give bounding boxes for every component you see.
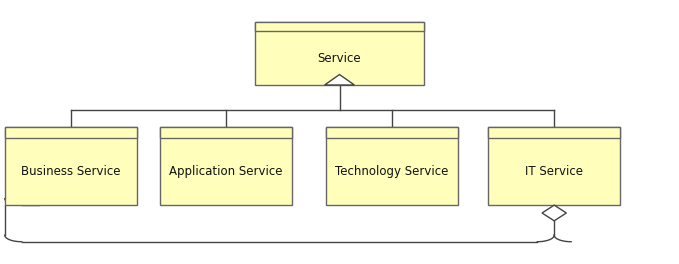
Text: Application Service: Application Service [170, 165, 283, 178]
FancyBboxPatch shape [160, 127, 292, 205]
FancyBboxPatch shape [326, 127, 458, 138]
FancyBboxPatch shape [255, 22, 424, 85]
FancyBboxPatch shape [5, 127, 136, 138]
Polygon shape [325, 74, 354, 85]
Text: IT Service: IT Service [525, 165, 583, 178]
Text: Service: Service [318, 51, 361, 64]
FancyBboxPatch shape [488, 127, 620, 138]
Polygon shape [542, 205, 566, 221]
FancyBboxPatch shape [255, 22, 424, 31]
FancyBboxPatch shape [160, 127, 292, 138]
Text: Technology Service: Technology Service [335, 165, 449, 178]
FancyBboxPatch shape [326, 127, 458, 205]
FancyBboxPatch shape [488, 127, 620, 205]
Text: Business Service: Business Service [21, 165, 120, 178]
FancyBboxPatch shape [5, 127, 136, 205]
